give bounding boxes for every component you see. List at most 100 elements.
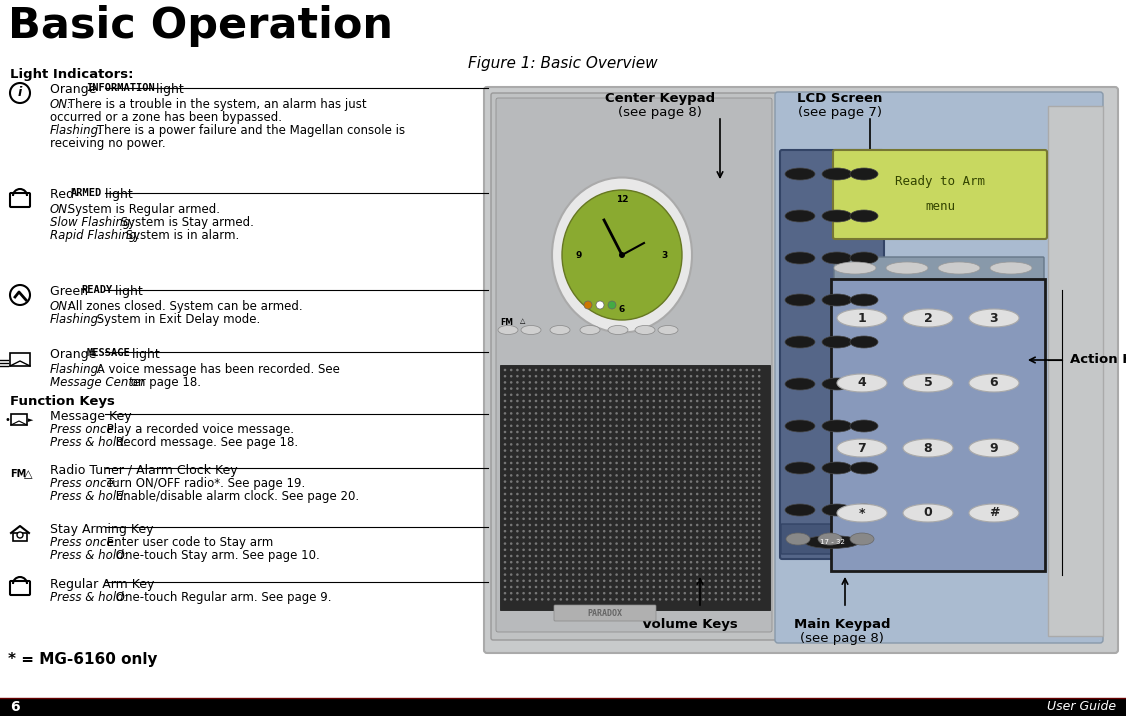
Circle shape — [528, 486, 531, 489]
Circle shape — [715, 511, 717, 514]
Circle shape — [578, 406, 581, 409]
Circle shape — [708, 437, 711, 440]
Circle shape — [584, 567, 587, 570]
Circle shape — [578, 586, 581, 589]
Circle shape — [627, 574, 631, 576]
Circle shape — [572, 387, 574, 390]
Circle shape — [560, 574, 562, 576]
Circle shape — [590, 418, 593, 421]
Circle shape — [678, 561, 680, 563]
Circle shape — [615, 592, 618, 594]
Circle shape — [696, 418, 698, 421]
Circle shape — [540, 375, 544, 377]
Circle shape — [622, 375, 624, 377]
Circle shape — [690, 511, 692, 514]
Circle shape — [690, 542, 692, 545]
Circle shape — [708, 486, 711, 489]
Circle shape — [745, 375, 748, 377]
Circle shape — [540, 431, 544, 433]
Circle shape — [703, 574, 705, 576]
Circle shape — [752, 455, 754, 458]
Circle shape — [565, 425, 569, 427]
Text: Turn ON/OFF radio*. See page 19.: Turn ON/OFF radio*. See page 19. — [102, 477, 305, 490]
Circle shape — [671, 493, 673, 495]
Circle shape — [535, 579, 537, 582]
Circle shape — [560, 523, 562, 526]
Circle shape — [758, 443, 760, 445]
Circle shape — [703, 474, 705, 477]
Circle shape — [602, 437, 606, 440]
FancyBboxPatch shape — [484, 87, 1118, 653]
Circle shape — [683, 536, 686, 538]
Circle shape — [721, 548, 723, 551]
Circle shape — [615, 387, 618, 390]
Circle shape — [510, 474, 512, 477]
Circle shape — [602, 579, 606, 582]
Circle shape — [659, 400, 661, 402]
FancyBboxPatch shape — [10, 581, 30, 595]
Circle shape — [510, 536, 512, 538]
Circle shape — [627, 579, 631, 582]
Circle shape — [565, 542, 569, 545]
Circle shape — [516, 418, 519, 421]
Circle shape — [652, 400, 655, 402]
Circle shape — [602, 499, 606, 501]
Circle shape — [752, 548, 754, 551]
Circle shape — [678, 579, 680, 582]
Circle shape — [627, 561, 631, 563]
Circle shape — [671, 536, 673, 538]
Circle shape — [683, 598, 686, 601]
Circle shape — [560, 387, 562, 390]
Text: #: # — [989, 506, 999, 520]
Text: 4: 4 — [858, 377, 866, 390]
Circle shape — [503, 418, 507, 421]
Circle shape — [503, 486, 507, 489]
Ellipse shape — [822, 504, 852, 516]
Circle shape — [721, 369, 723, 372]
Circle shape — [634, 511, 636, 514]
Circle shape — [602, 406, 606, 409]
Circle shape — [690, 598, 692, 601]
Circle shape — [733, 443, 735, 445]
Circle shape — [659, 369, 661, 372]
Circle shape — [740, 555, 742, 557]
Circle shape — [565, 548, 569, 551]
Circle shape — [503, 592, 507, 594]
Circle shape — [696, 499, 698, 501]
Circle shape — [516, 406, 519, 409]
Circle shape — [758, 375, 760, 377]
Circle shape — [733, 437, 735, 440]
Circle shape — [547, 418, 549, 421]
Circle shape — [696, 400, 698, 402]
Circle shape — [560, 480, 562, 483]
Circle shape — [640, 567, 643, 570]
Circle shape — [615, 437, 618, 440]
Circle shape — [758, 598, 760, 601]
Circle shape — [727, 598, 730, 601]
Circle shape — [671, 418, 673, 421]
Ellipse shape — [785, 336, 815, 348]
Circle shape — [590, 381, 593, 384]
Circle shape — [721, 480, 723, 483]
Circle shape — [733, 530, 735, 533]
Circle shape — [622, 548, 624, 551]
Circle shape — [609, 400, 611, 402]
Circle shape — [703, 518, 705, 520]
Circle shape — [560, 406, 562, 409]
Circle shape — [752, 468, 754, 470]
Circle shape — [659, 394, 661, 396]
Circle shape — [740, 387, 742, 390]
Circle shape — [678, 406, 680, 409]
Circle shape — [740, 511, 742, 514]
Circle shape — [627, 369, 631, 372]
Ellipse shape — [990, 262, 1033, 274]
Circle shape — [597, 598, 599, 601]
Circle shape — [646, 462, 649, 464]
Circle shape — [745, 412, 748, 415]
Circle shape — [584, 505, 587, 508]
Circle shape — [745, 462, 748, 464]
Circle shape — [615, 555, 618, 557]
Circle shape — [659, 474, 661, 477]
Circle shape — [696, 523, 698, 526]
Circle shape — [615, 431, 618, 433]
